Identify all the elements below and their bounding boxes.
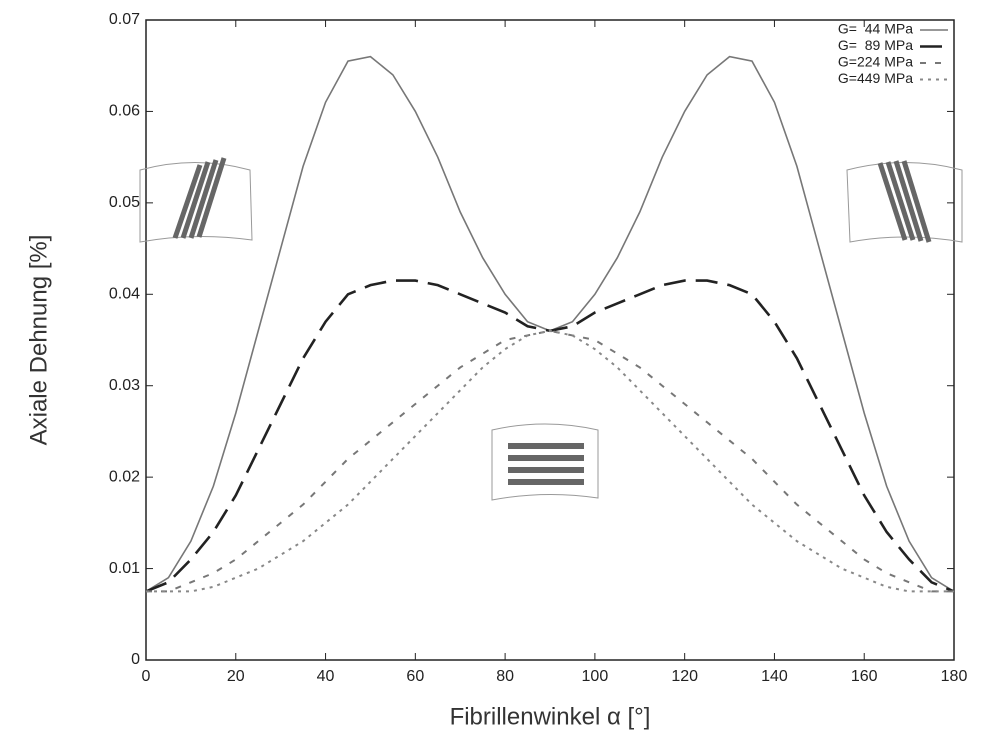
y-tick-label: 0.04 [109, 286, 140, 303]
x-tick-label: 80 [496, 668, 514, 685]
series-line [146, 329, 954, 593]
inset-left [139, 157, 253, 243]
plot-frame [145, 19, 955, 661]
inset-center [491, 423, 599, 501]
y-tick-label: 0.05 [109, 194, 140, 211]
x-tick-label: 140 [761, 668, 788, 685]
y-axis-label: Axiale Dehnung [%] [25, 235, 52, 446]
y-tick-label: 0.07 [109, 11, 140, 28]
x-tick-label: 100 [582, 668, 609, 685]
y-tick-label: 0 [131, 651, 140, 668]
y-tick-label: 0.03 [109, 377, 140, 394]
series-line [146, 329, 954, 593]
x-tick-label: 60 [406, 668, 424, 685]
x-tick-label: 180 [941, 668, 968, 685]
legend-label: G=224 MPa [838, 54, 913, 70]
x-tick-label: 120 [671, 668, 698, 685]
y-tick-label: 0.01 [109, 560, 140, 577]
legend-label: G= 44 MPa [838, 21, 913, 37]
y-tick-label: 0.06 [109, 103, 140, 120]
x-tick-label: 20 [227, 668, 245, 685]
legend-label: G=449 MPa [838, 70, 913, 86]
x-tick-label: 0 [142, 668, 151, 685]
x-tick-label: 160 [851, 668, 878, 685]
legend-label: G= 89 MPa [838, 37, 913, 53]
x-tick-label: 40 [317, 668, 335, 685]
series-line [145, 55, 955, 593]
series-line [145, 279, 955, 593]
y-tick-label: 0.02 [109, 468, 140, 485]
inset-right [846, 160, 963, 243]
x-axis-label: Fibrillenwinkel α [°] [450, 703, 651, 730]
